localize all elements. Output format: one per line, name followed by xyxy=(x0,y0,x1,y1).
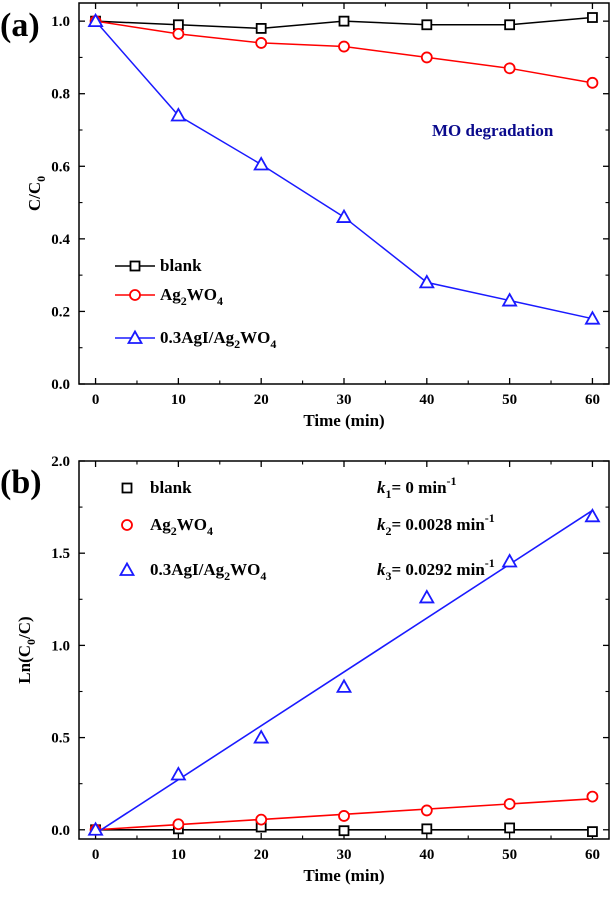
y-tick-label: 0.6 xyxy=(51,159,70,175)
annotation: MO degradation xyxy=(432,121,554,140)
data-point xyxy=(338,825,350,837)
panel-a-degradation-chart: 0 10 20 30 40 50 60 0.0 0.2 0.4 0.6 0.8 1.0 Time (min… xyxy=(0,2,610,430)
data-point xyxy=(170,107,187,122)
x-tick-label: 40 xyxy=(419,392,434,408)
y-tick-label: 0.2 xyxy=(51,304,70,320)
y-tick-label: 0.0 xyxy=(51,377,70,393)
data-point xyxy=(87,12,104,28)
x-tick-label: 30 xyxy=(337,847,352,863)
data-point xyxy=(418,589,435,604)
panel-b-kinetics-chart: 0 10 20 30 40 50 60 0.0 0.5 1.0 1.5 2.0 Time (min) Ln… xyxy=(0,454,610,885)
series-0-3agi-ag2wo4 xyxy=(87,507,601,836)
panel-label: (b) xyxy=(0,464,42,501)
data-point xyxy=(503,798,516,810)
data-point xyxy=(421,19,433,31)
legend-marker xyxy=(129,260,141,272)
x-tick-label: 10 xyxy=(171,392,186,408)
x-tick-label: 60 xyxy=(585,847,600,863)
y-axis-title: Ln(C0/C) xyxy=(15,616,38,683)
data-point xyxy=(584,310,601,325)
data-point xyxy=(420,804,433,817)
legend-label: Ag2​WO4​ xyxy=(160,285,223,308)
x-tick-label: 10 xyxy=(171,847,186,863)
y-tick-label: 0.5 xyxy=(51,731,70,747)
data-point xyxy=(170,766,187,781)
data-point xyxy=(255,813,268,826)
legend: blank Ag2​WO4​ 0.3AgI/Ag2​WO4​ xyxy=(115,256,276,351)
x-tick-label: 30 xyxy=(337,392,352,408)
x-tick-label: 40 xyxy=(419,847,434,863)
data-point xyxy=(253,729,270,744)
data-point xyxy=(504,19,516,31)
data-point xyxy=(418,274,435,289)
data-point xyxy=(172,818,185,831)
data-point xyxy=(586,790,599,803)
data-point xyxy=(338,40,350,53)
legend-marker xyxy=(126,329,144,344)
data-point xyxy=(503,62,516,75)
y-tick-label: 1.0 xyxy=(51,14,70,30)
x-tick-label: 0 xyxy=(92,392,100,408)
x-axis-title: Time (min) xyxy=(303,411,384,430)
series-ag2wo4 xyxy=(89,15,599,89)
data-point xyxy=(335,678,353,693)
data-point xyxy=(338,15,350,27)
data-point xyxy=(586,76,599,89)
data-point xyxy=(501,553,518,568)
rate-constant: k2= 0.0028 min-1 xyxy=(377,511,495,538)
x-tick-label: 20 xyxy=(254,847,269,863)
data-point xyxy=(587,12,598,23)
x-tick-label: 0 xyxy=(92,847,100,863)
series-ag2wo4 xyxy=(89,790,599,836)
rate-constant: k3= 0.0292 min-1 xyxy=(377,556,495,583)
legend-label: Ag2​WO4​ xyxy=(150,515,213,538)
legend-label: 0.3AgI/Ag2​WO4​ xyxy=(160,328,276,351)
x-tick-label: 20 xyxy=(254,392,269,408)
data-point xyxy=(501,292,518,307)
plot-frame xyxy=(78,2,610,385)
panel-label: (a) xyxy=(0,7,40,44)
fit-line xyxy=(95,509,593,835)
series-0-3agi-ag2wo4 xyxy=(87,12,601,325)
x-tick-label: 50 xyxy=(502,847,517,863)
x-tick-label: 60 xyxy=(585,392,600,408)
data-point xyxy=(172,19,184,31)
y-tick-label: 0.8 xyxy=(51,87,70,103)
legend-marker xyxy=(121,519,133,531)
data-point xyxy=(584,507,601,523)
data-point xyxy=(421,823,433,835)
legend-marker xyxy=(121,482,133,494)
legend-marker xyxy=(118,561,136,576)
data-point xyxy=(335,208,353,223)
data-point xyxy=(504,822,516,834)
y-tick-label: 2.0 xyxy=(51,454,70,470)
data-point xyxy=(172,27,185,40)
x-tick-label: 50 xyxy=(502,392,517,408)
legend-label: 0.3AgI/Ag2​WO4​ xyxy=(150,560,266,583)
legend-marker xyxy=(129,289,141,301)
data-point xyxy=(255,22,267,34)
data-point xyxy=(253,156,270,171)
rate-constant: k1= 0 min-1 xyxy=(377,474,457,501)
legend-label: blank xyxy=(150,478,192,497)
data-point xyxy=(87,821,104,836)
y-tick-label: 1.5 xyxy=(51,546,70,562)
data-point xyxy=(420,51,433,64)
y-axis-title: C/C0 xyxy=(25,176,48,211)
x-axis-title: Time (min) xyxy=(303,866,384,885)
data-point xyxy=(338,810,350,822)
legend: blank k1= 0 min-1 Ag2​WO4​ k2= 0.0028 min-1… xyxy=(118,474,495,583)
legend-label: blank xyxy=(160,256,202,275)
data-point xyxy=(255,37,268,49)
series-blank xyxy=(90,12,598,34)
y-tick-label: 0.0 xyxy=(51,823,70,839)
y-tick-label: 0.4 xyxy=(51,232,70,248)
data-point xyxy=(587,826,598,838)
y-tick-label: 1.0 xyxy=(51,638,70,654)
